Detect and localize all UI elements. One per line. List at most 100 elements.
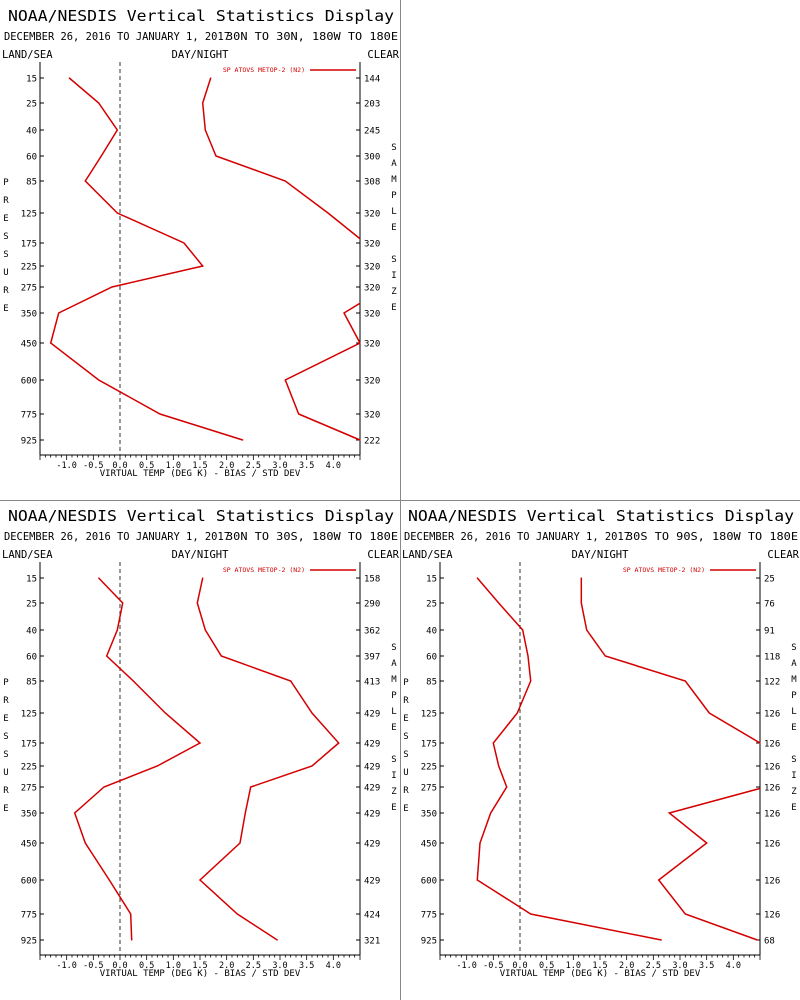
pressure-level-label: 925	[421, 937, 437, 947]
x-axis-label: VIRTUAL TEMP (DEG K) - BIAS / STD DEV	[100, 969, 301, 979]
series-std-dev-point	[202, 102, 204, 104]
series-std-dev-point	[236, 913, 238, 915]
pressure-level-label: 450	[421, 840, 437, 850]
sample-size-label: 320	[364, 240, 380, 250]
series-bias-line	[49, 77, 243, 441]
x-tick-label: 0.0	[512, 961, 527, 971]
pressure-axis-letter: S	[3, 732, 8, 742]
series-bias-point	[116, 212, 118, 214]
sample-size-label: 321	[364, 937, 380, 947]
sample-axis-letter: P	[791, 691, 797, 701]
pressure-level-label: 600	[21, 877, 37, 887]
pressure-axis-letter: R	[3, 696, 9, 706]
series-bias-point	[122, 602, 124, 604]
x-tick-label: 3.5	[299, 461, 314, 471]
series-std-dev-point	[338, 742, 340, 744]
sample-axis-letter: E	[391, 723, 396, 733]
pressure-axis-letter: E	[3, 804, 8, 814]
sample-size-label: 76	[764, 600, 775, 610]
x-tick-label: 1.5	[192, 461, 207, 471]
series-bias-point	[116, 129, 118, 131]
pressure-axis-letter: S	[3, 250, 8, 260]
series-std-dev-point	[658, 879, 660, 881]
x-tick-label: -1.0	[456, 961, 476, 971]
sample-size-label: 320	[364, 411, 380, 421]
x-tick-label: 0.5	[539, 961, 554, 971]
x-tick-label: 4.0	[326, 961, 341, 971]
pressure-axis-letter: R	[403, 786, 409, 796]
corner-label-clear: CLEAR	[367, 49, 399, 61]
x-tick-label: 4.0	[326, 461, 341, 471]
sample-size-label: 308	[364, 178, 380, 188]
series-bias-point	[131, 939, 133, 941]
x-tick-label: 2.0	[219, 961, 234, 971]
chart-panel-3: NOAA/NESDIS Vertical Statistics Display D…	[400, 500, 800, 1000]
sample-axis-letter: Z	[391, 787, 397, 797]
series-std-dev-point	[756, 939, 758, 941]
pressure-level-label: 40	[426, 627, 437, 637]
x-tick-label: -1.0	[56, 461, 76, 471]
x-axis-label: VIRTUAL TEMP (DEG K) - BIAS / STD DEV	[500, 969, 701, 979]
sample-size-label: 25	[764, 575, 775, 585]
pressure-level-label: 25	[26, 600, 37, 610]
sample-axis-letter: S	[391, 755, 396, 765]
chart-subtitle: DECEMBER 26, 2016 TO JANUARY 1, 2017	[4, 531, 230, 543]
chart-region: 30N TO 30S, 180W TO 180E	[226, 531, 398, 543]
series-std-dev-point	[220, 655, 222, 657]
series-std-dev-point	[604, 655, 606, 657]
pressure-level-label: 275	[21, 784, 37, 794]
sample-axis-letter: E	[791, 803, 796, 813]
pressure-level-label: 60	[26, 153, 37, 163]
x-tick-label: 2.5	[646, 961, 661, 971]
chart-svg: NOAA/NESDIS Vertical Statistics Display D…	[2, 507, 400, 979]
corner-label-day-night: DAY/NIGHT	[172, 49, 230, 61]
x-tick-label: 0.5	[139, 961, 154, 971]
sample-size-label: 320	[364, 310, 380, 320]
pressure-axis-letter: U	[3, 768, 8, 778]
series-std-dev-point	[199, 879, 201, 881]
series-bias-point	[498, 602, 500, 604]
sample-size-label: 320	[364, 210, 380, 220]
series-bias-point	[84, 842, 86, 844]
sample-axis-letter: P	[391, 191, 397, 201]
series-std-dev-point	[668, 812, 670, 814]
series-std-dev-point	[250, 786, 252, 788]
series-bias-point	[132, 680, 134, 682]
pressure-level-label: 85	[26, 178, 37, 188]
corner-label-land-sea: LAND/SEA	[402, 549, 453, 561]
series-bias-point	[68, 77, 70, 79]
series-bias-point	[479, 842, 481, 844]
series-bias-point	[130, 913, 132, 915]
pressure-axis-letter: P	[3, 178, 9, 188]
sample-size-label: 122	[764, 678, 780, 688]
series-std-dev-line	[201, 77, 360, 441]
sample-size-label: 429	[364, 784, 380, 794]
series-std-dev-point	[298, 413, 300, 415]
pressure-level-label: 450	[21, 340, 37, 350]
sample-axis-letter: M	[791, 675, 797, 685]
pressure-level-label: 25	[26, 100, 37, 110]
pressure-level-label: 925	[21, 437, 37, 447]
x-tick-label: 2.0	[619, 961, 634, 971]
series-bias-point	[108, 879, 110, 881]
series-bias-point	[74, 812, 76, 814]
corner-label-day-night: DAY/NIGHT	[172, 549, 230, 561]
series-bias-point	[527, 655, 529, 657]
sample-axis-letter: M	[391, 675, 397, 685]
sample-size-label: 245	[364, 127, 380, 137]
sample-size-label: 126	[764, 810, 780, 820]
x-tick-label: 2.5	[246, 461, 261, 471]
series-bias-point	[58, 312, 60, 314]
series-bias-point	[98, 379, 100, 381]
series-bias-point	[116, 629, 118, 631]
sample-size-label: 362	[364, 627, 380, 637]
sample-axis-letter: M	[391, 175, 397, 185]
pressure-axis-letter: P	[403, 678, 409, 688]
pressure-level-label: 775	[421, 911, 437, 921]
series-bias-point	[516, 712, 518, 714]
series-std-dev-point	[708, 712, 710, 714]
sample-size-label: 126	[764, 877, 780, 887]
sample-size-label: 126	[764, 840, 780, 850]
corner-label-clear: CLEAR	[367, 549, 399, 561]
sample-size-label: 397	[364, 653, 380, 663]
